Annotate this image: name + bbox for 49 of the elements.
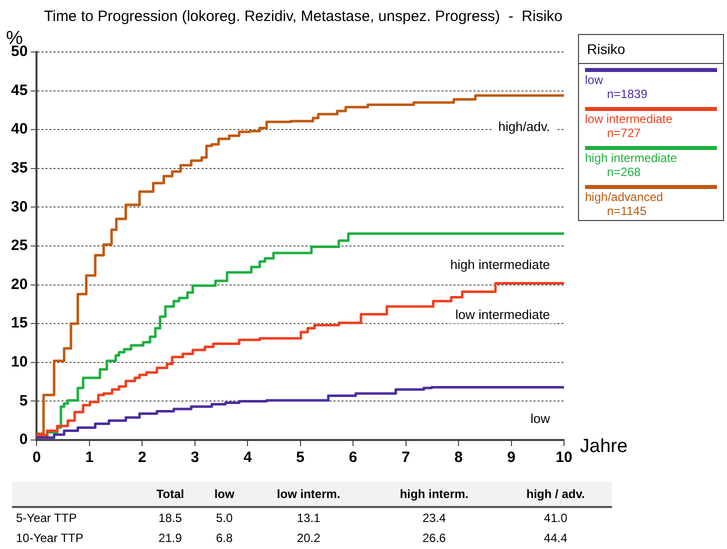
text: 20.2: [296, 530, 322, 547]
annotation: high intermediate: [450, 257, 550, 272]
x-tick-label: 10: [556, 449, 572, 466]
text: 41.0: [542, 510, 568, 527]
chart-title: Time to Progression (lokoreg. Rezidiv, Metastase, unspez. Progress) - Risiko: [44, 8, 563, 25]
annotation: low intermediate: [455, 306, 550, 322]
text: 6.8: [214, 530, 234, 547]
y-tick-label: 30: [10, 198, 28, 216]
text: high / adv.: [499, 482, 612, 507]
text: 10-Year TTP: [15, 530, 84, 547]
y-tick-label: 20: [10, 276, 28, 293]
y-tick-label: 5: [19, 392, 28, 410]
text: low: [200, 482, 248, 507]
x-tick-label: 8: [454, 449, 463, 466]
y-tick-label: 40: [10, 120, 28, 138]
x-tick-label: 7: [402, 449, 410, 466]
text: 21.9: [158, 530, 183, 547]
text: Total: [140, 482, 201, 507]
text: low intermediate n=727: [585, 112, 674, 140]
text: low n=1839: [585, 73, 648, 101]
y-tick-label: 15: [10, 314, 28, 332]
text: 5-Year TTP: [15, 510, 78, 527]
y-tick-label: 45: [10, 82, 28, 99]
x-tick-label: 2: [138, 449, 146, 466]
y-tick-label: 10: [10, 354, 28, 371]
legend-title: Risiko: [579, 35, 723, 64]
text: high/advanced n=1145: [585, 190, 664, 218]
text: 26.6: [421, 530, 447, 547]
x-tick-label: 6: [348, 449, 358, 466]
x-tick-label: 9: [507, 449, 516, 466]
text: high interm.: [369, 482, 500, 507]
x-tick-label: 0: [32, 449, 41, 466]
text: high intermediate n=268: [585, 151, 678, 179]
x-tick-label: 4: [243, 449, 252, 466]
x-tick-label: 3: [190, 449, 200, 466]
text: 44.4: [542, 530, 568, 547]
text: 23.4: [421, 510, 447, 527]
x-tick-label: 5: [296, 449, 305, 466]
text: low interm.: [248, 482, 370, 507]
y-tick-label: 35: [10, 160, 28, 177]
text: 5.0: [214, 510, 234, 527]
x-axis-title: Jahre: [580, 436, 628, 458]
y-tick-label: 25: [10, 237, 28, 254]
text: 13.1: [296, 510, 322, 527]
annotation: low: [530, 410, 551, 426]
x-tick-label: 1: [85, 449, 94, 466]
annotation: high/adv.: [498, 119, 550, 134]
y-tick-label: 0: [19, 431, 28, 448]
text: 18.5: [158, 510, 183, 527]
